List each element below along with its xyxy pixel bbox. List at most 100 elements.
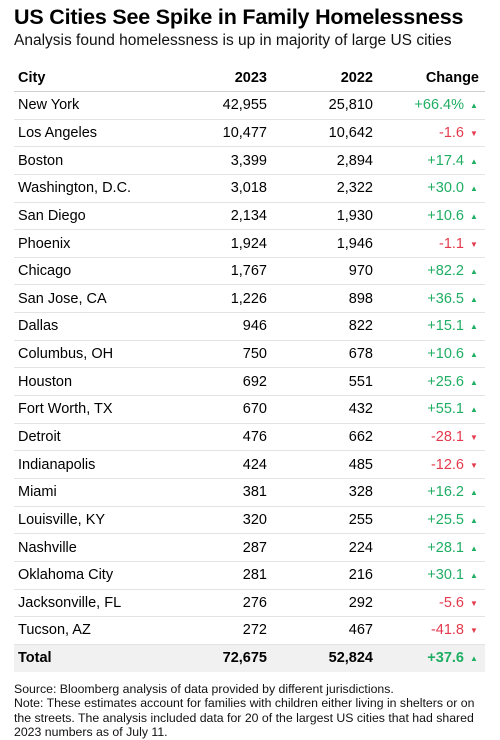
triangle-up-icon: ▲ [470,322,478,332]
change-value: +30.0 [427,180,464,197]
value-2022: 25,810 [267,91,373,120]
value-2023: 281 [172,561,267,590]
city-name: Miami [14,478,172,507]
explanatory-note: Note: These estimates account for famili… [14,696,475,740]
change-cell: +37.6 ▲ [373,644,485,672]
city-name: Boston [14,146,172,175]
change-value: -1.6 [439,124,464,141]
change-cell: +25.5 ▲ [373,506,485,535]
city-name: New York [14,91,172,120]
change-cell: -1.6 ▼ [373,119,485,148]
triangle-up-icon: ▲ [470,571,478,581]
triangle-up-icon: ▲ [470,515,478,525]
change-value: +36.5 [427,290,464,307]
city-name: Los Angeles [14,119,172,148]
total-row: Total 72,675 52,824 +37.6 ▲ [14,644,485,672]
value-2022: 1,946 [267,229,373,258]
value-2022: 224 [267,533,373,562]
table-row: Indianapolis 424 485 -12.6 ▼ [14,450,485,479]
value-2023: 692 [172,367,267,397]
table-row: Washington, D.C. 3,018 2,322 +30.0 ▲ [14,174,485,203]
city-name: Total [14,644,172,672]
triangle-up-icon: ▲ [470,101,478,111]
value-2022: 822 [267,312,373,341]
city-name: San Jose, CA [14,284,172,314]
value-2023: 424 [172,450,267,479]
value-2023: 476 [172,423,267,452]
change-value: -12.6 [430,456,464,473]
value-2022: 551 [267,367,373,397]
table-row: Jacksonville, FL 276 292 -5.6 ▼ [14,589,485,618]
triangle-up-icon: ▲ [470,350,478,360]
triangle-up-icon: ▲ [470,211,478,221]
change-cell: +36.5 ▲ [373,284,485,314]
city-name: Columbus, OH [14,340,172,369]
triangle-up-icon: ▲ [470,294,478,304]
value-2023: 750 [172,340,267,369]
value-2023: 1,924 [172,229,267,258]
value-2022: 255 [267,506,373,535]
table-row: New York 42,955 25,810 +66.4% ▲ [14,91,485,120]
change-cell: -1.1 ▼ [373,229,485,258]
change-cell: +25.6 ▲ [373,367,485,397]
change-value: +15.1 [427,318,464,335]
chart-subtitle: Analysis found homelessness is up in maj… [14,32,452,49]
city-name: Tucson, AZ [14,616,172,645]
change-value: +25.5 [427,511,464,528]
value-2022: 678 [267,340,373,369]
change-value: +17.4 [427,152,464,169]
change-cell: +55.1 ▲ [373,395,485,424]
value-2023: 946 [172,312,267,341]
value-2023: 3,399 [172,146,267,175]
value-2022: 970 [267,257,373,286]
city-name: Oklahoma City [14,561,172,590]
value-2022: 432 [267,395,373,424]
table-row: San Diego 2,134 1,930 +10.6 ▲ [14,202,485,231]
table-row: San Jose, CA 1,226 898 +36.5 ▲ [14,284,485,314]
triangle-up-icon: ▲ [470,184,478,194]
city-name: San Diego [14,202,172,231]
table-row: Dallas 946 822 +15.1 ▲ [14,312,485,341]
change-cell: +16.2 ▲ [373,478,485,507]
column-header-2022: 2022 [267,65,373,92]
value-2022: 485 [267,450,373,479]
table-row: Nashville 287 224 +28.1 ▲ [14,533,485,562]
value-2023: 3,018 [172,174,267,203]
triangle-up-icon: ▲ [470,156,478,166]
value-2023: 72,675 [172,644,267,672]
table-row: Tucson, AZ 272 467 -41.8 ▼ [14,616,485,645]
value-2023: 320 [172,506,267,535]
value-2022: 662 [267,423,373,452]
change-cell: -5.6 ▼ [373,589,485,618]
table-row: Detroit 476 662 -28.1 ▼ [14,423,485,452]
chart-title: US Cities See Spike in Family Homelessne… [14,5,464,29]
change-value: +55.1 [427,401,464,418]
change-value: +28.1 [427,539,464,556]
change-cell: +28.1 ▲ [373,533,485,562]
change-value: +10.6 [427,346,464,363]
table-row: Miami 381 328 +16.2 ▲ [14,478,485,507]
change-cell: +66.4% ▲ [373,91,485,120]
value-2023: 670 [172,395,267,424]
value-2022: 328 [267,478,373,507]
city-name: Houston [14,367,172,397]
change-cell: +10.6 ▲ [373,340,485,369]
change-value: -28.1 [430,429,464,445]
triangle-down-icon: ▼ [470,460,478,470]
city-name: Nashville [14,533,172,562]
triangle-down-icon: ▼ [470,598,478,608]
column-header-change: Change [373,65,485,92]
change-value: -1.1 [439,235,464,252]
change-cell: -41.8 ▼ [373,616,485,645]
triangle-up-icon: ▲ [470,267,478,277]
column-header-2023: 2023 [172,65,267,92]
column-header-city: City [14,65,172,92]
table-row: Oklahoma City 281 216 +30.1 ▲ [14,561,485,590]
value-2022: 2,322 [267,174,373,203]
value-2022: 10,642 [267,119,373,148]
value-2022: 52,824 [267,644,373,672]
value-2023: 1,767 [172,257,267,286]
table-body: New York 42,955 25,810 +66.4% ▲ Los Angeles 10… [14,91,485,672]
change-value: +16.2 [427,484,464,501]
